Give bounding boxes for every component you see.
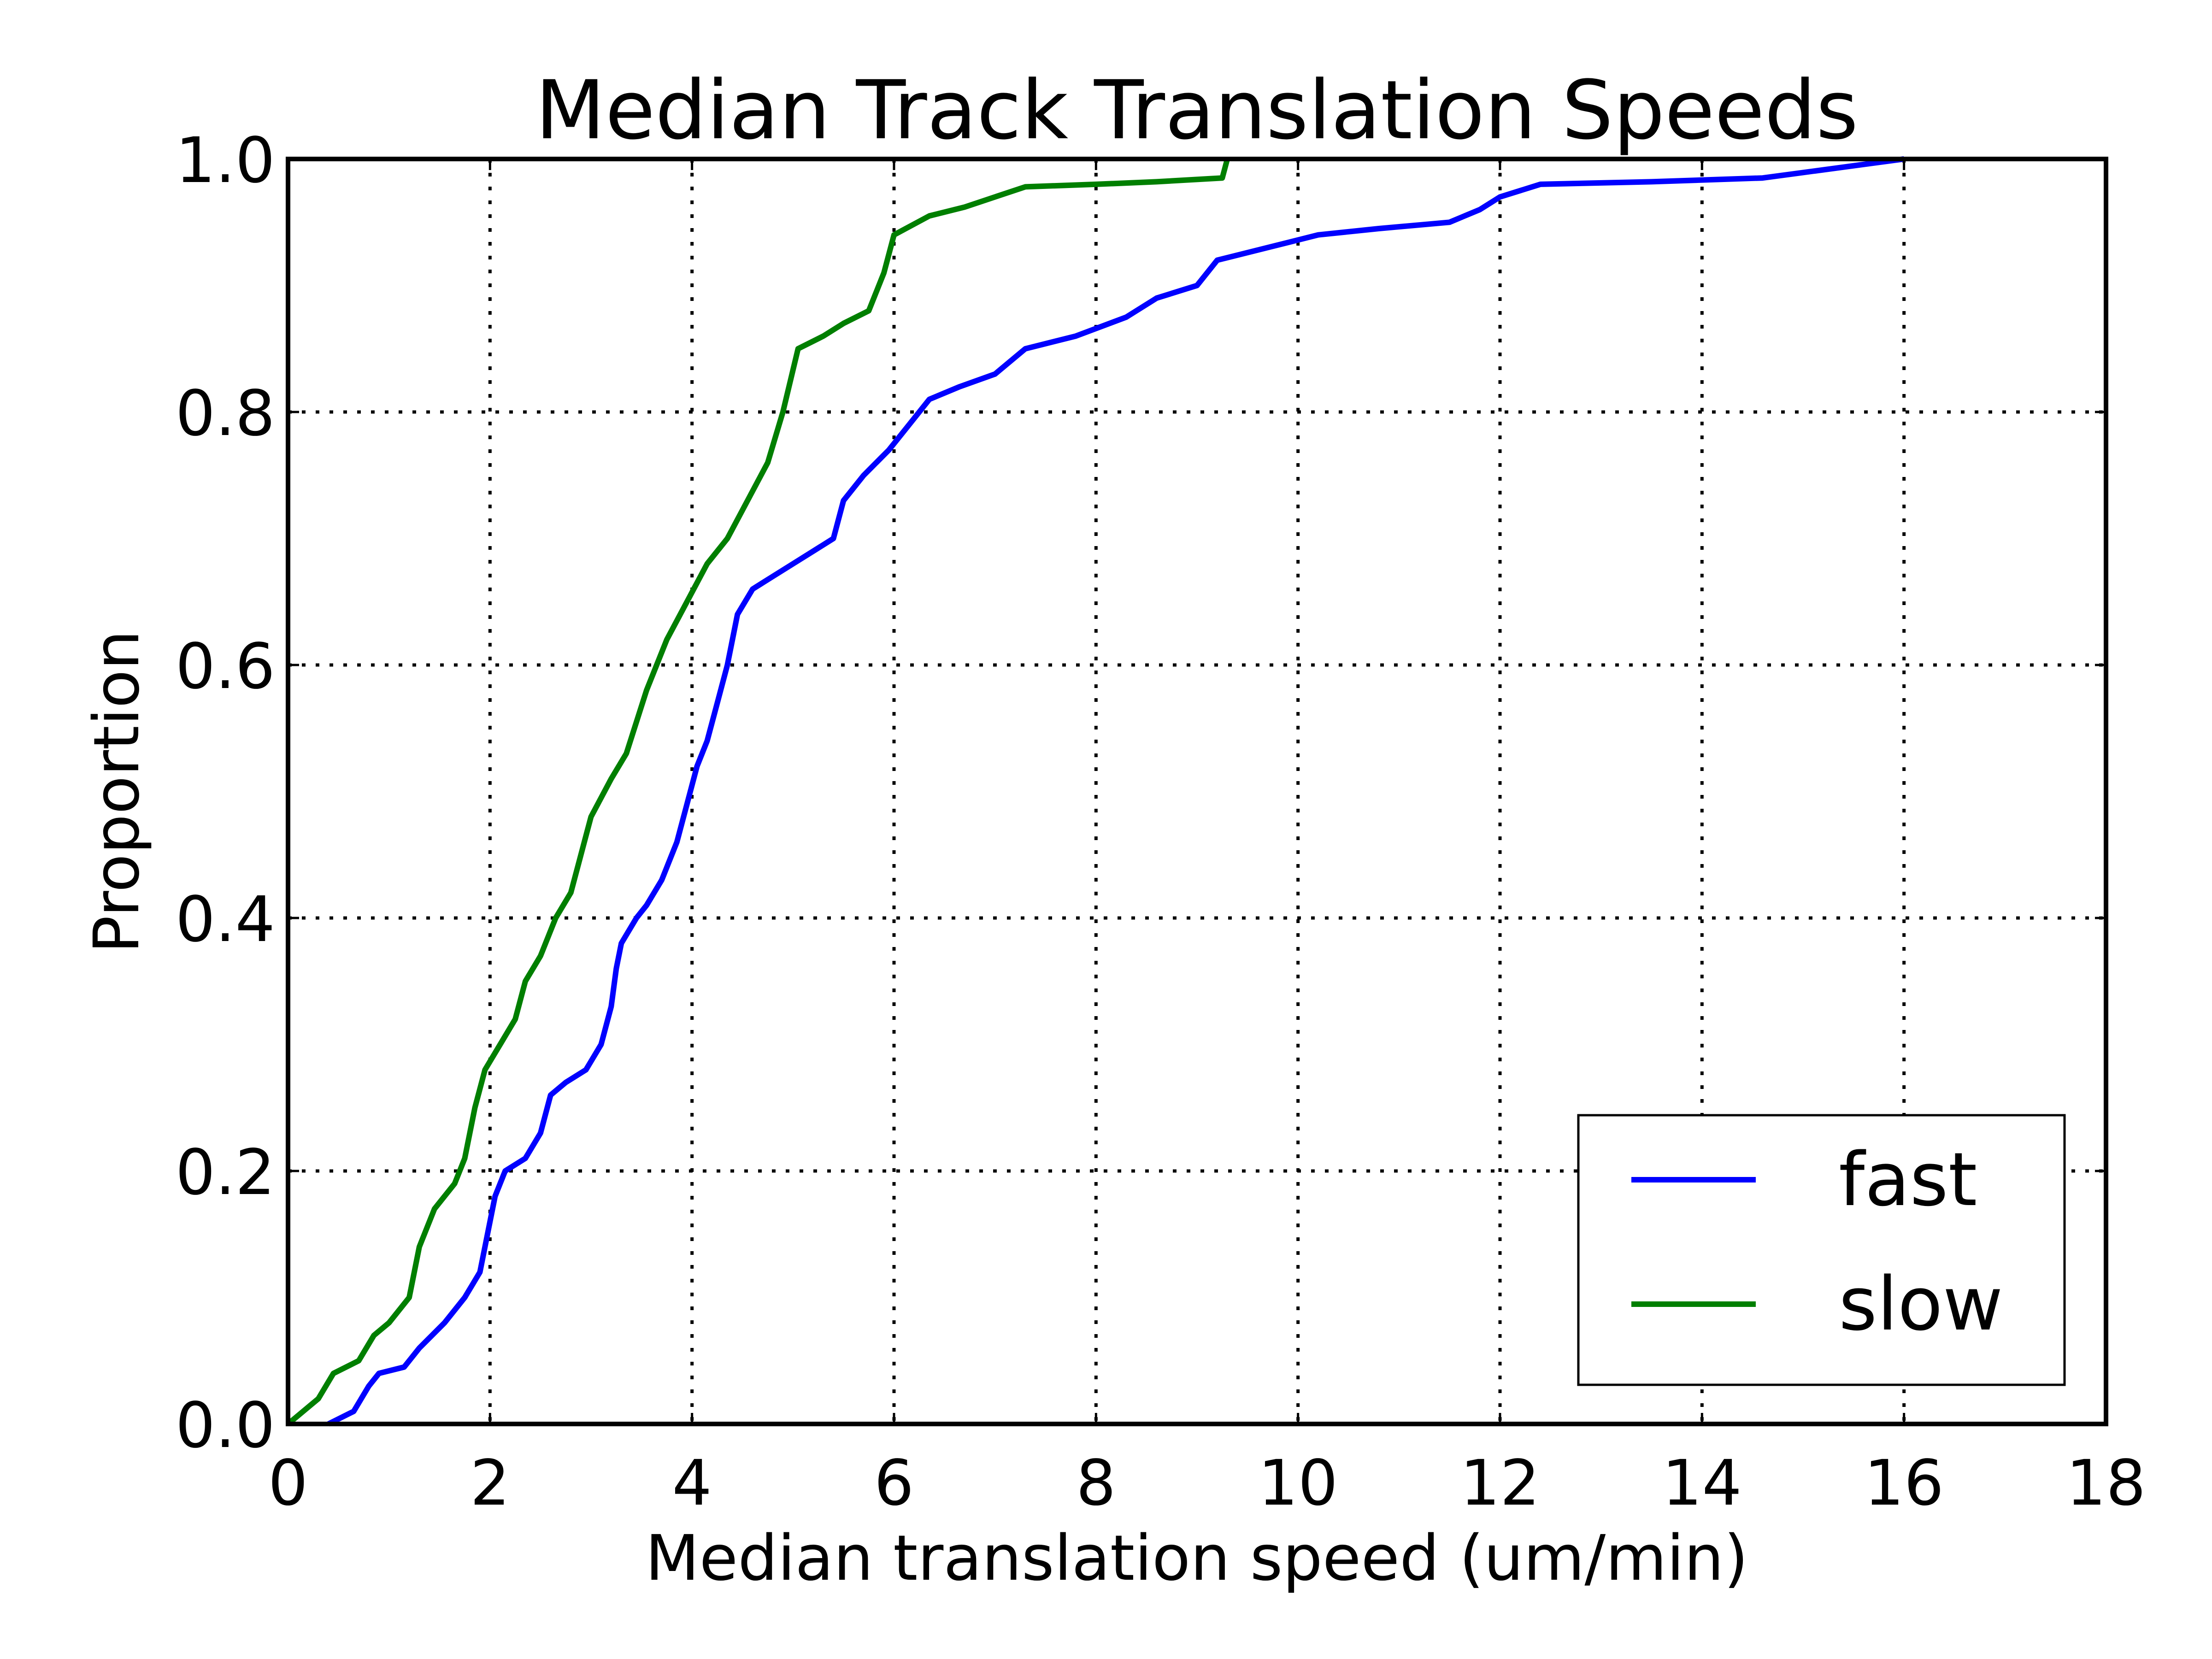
x-tick-label: 14 (1662, 1447, 1742, 1520)
legend-label-fast: fast (1839, 1136, 1977, 1223)
y-tick-label: 0.8 (176, 377, 275, 450)
legend-box (1577, 1114, 2066, 1386)
y-tick-label: 1.0 (176, 124, 275, 197)
x-tick-label: 8 (1076, 1447, 1116, 1520)
x-tick-label: 2 (470, 1447, 510, 1520)
series-line-slow (286, 158, 1230, 1426)
x-tick-label: 0 (268, 1447, 308, 1520)
y-tick-label: 0.6 (176, 630, 275, 703)
x-tick-label: 16 (1864, 1447, 1944, 1520)
x-tick-label: 4 (672, 1447, 712, 1520)
series-line-fast (327, 156, 1905, 1427)
legend-label-slow: slow (1839, 1261, 2003, 1347)
x-tick-label: 10 (1258, 1447, 1338, 1520)
ticks: 0 2 4 6 8 10 12 14 16 18 0.0 0.2 0.4 0.6 0.8 1.0 (176, 124, 2146, 1520)
x-axis-label: Median translation speed (um/min) (645, 1522, 1748, 1595)
x-tick-label: 18 (2066, 1447, 2146, 1520)
y-tick-label: 0.0 (176, 1389, 275, 1462)
plot-frame (286, 157, 2108, 1426)
y-tick-label: 0.2 (176, 1136, 275, 1209)
x-tick-label: 12 (1460, 1447, 1540, 1520)
legend: fast slow (1577, 1114, 2066, 1386)
y-tick-label: 0.4 (176, 883, 275, 956)
series-lines (286, 156, 1905, 1427)
chart-title: Median Track Translation Speeds (535, 63, 1859, 158)
y-axis-label: Proportion (81, 630, 153, 953)
x-tick-label: 6 (874, 1447, 914, 1520)
